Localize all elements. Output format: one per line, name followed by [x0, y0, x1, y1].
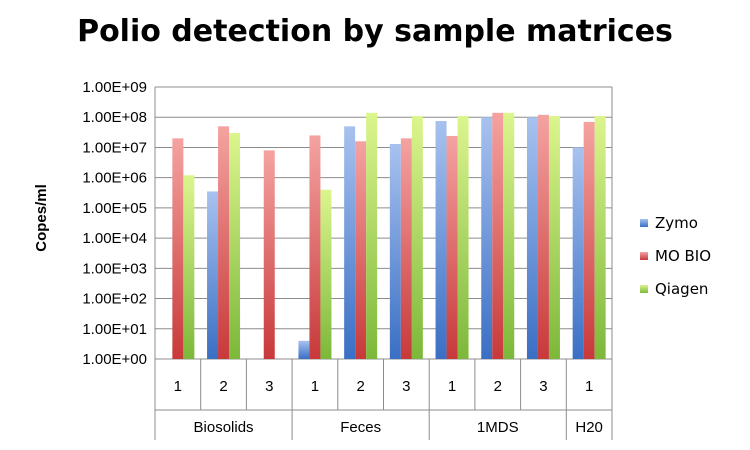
- bar-qiagen: [594, 115, 606, 359]
- legend-label-zymo: Zymo: [655, 213, 698, 232]
- x-group-label: 1MDS: [477, 419, 519, 436]
- bar-qiagen: [411, 115, 423, 359]
- bar-mo-bio: [355, 141, 367, 359]
- bar-qiagen: [320, 189, 332, 359]
- y-tick-label: 1.00E+02: [82, 291, 147, 308]
- bar-mo-bio: [309, 135, 321, 359]
- bar-mo-bio: [218, 126, 230, 360]
- bar-zymo: [389, 144, 401, 359]
- bar-mo-bio: [400, 138, 412, 359]
- bar-zymo: [481, 117, 493, 359]
- y-tick-label: 1.00E+03: [82, 260, 147, 277]
- bar-zymo: [572, 147, 584, 359]
- bar-mo-bio: [492, 112, 504, 359]
- bar-qiagen: [366, 112, 378, 359]
- legend-item-qiagen: Qiagen: [640, 272, 711, 305]
- x-tick-label: 2: [356, 378, 364, 395]
- legend-item-zymo: Zymo: [640, 206, 711, 239]
- bar-zymo: [526, 117, 538, 359]
- bar-mo-bio: [583, 121, 595, 359]
- bar-qiagen: [457, 115, 469, 359]
- x-tick-label: 3: [539, 378, 547, 395]
- y-tick-label: 1.00E+06: [82, 170, 147, 187]
- x-tick-label: 3: [402, 378, 410, 395]
- legend-item-mo-bio: MO BIO: [640, 239, 711, 272]
- y-tick-label: 1.00E+07: [82, 139, 147, 156]
- legend-swatch-qiagen: [640, 284, 648, 293]
- bar-zymo: [298, 340, 310, 359]
- bar-zymo: [344, 126, 356, 360]
- x-tick-label: 3: [265, 378, 273, 395]
- y-tick-label: 1.00E+00: [82, 351, 147, 368]
- legend: Zymo MO BIO Qiagen: [640, 206, 711, 305]
- y-tick-label: 1.00E+01: [82, 321, 147, 338]
- y-tick-label: 1.00E+04: [82, 230, 147, 247]
- chart-title: Polio detection by sample matrices: [77, 14, 673, 49]
- y-tick-label: 1.00E+05: [82, 200, 147, 217]
- bar-qiagen: [183, 175, 195, 359]
- x-tick-label: 1: [585, 378, 593, 395]
- y-tick-label: 1.00E+08: [82, 109, 147, 126]
- x-tick-label: 2: [219, 378, 227, 395]
- x-tick-label: 2: [494, 378, 502, 395]
- legend-swatch-mo-bio: [640, 251, 648, 260]
- bar-mo-bio: [263, 150, 275, 359]
- x-tick-label: 1: [311, 378, 319, 395]
- bar-zymo: [207, 191, 219, 359]
- x-tick-label: 1: [174, 378, 182, 395]
- legend-label-qiagen: Qiagen: [655, 279, 709, 298]
- legend-label-mo-bio: MO BIO: [655, 246, 712, 265]
- bar-qiagen: [548, 115, 560, 359]
- bar-qiagen: [503, 112, 515, 359]
- legend-swatch-zymo: [640, 218, 648, 227]
- x-group-label: H20: [575, 419, 603, 436]
- y-tick-label: 1.00E+09: [82, 79, 147, 96]
- y-axis-label: Copes/ml: [33, 184, 50, 252]
- bar-qiagen: [229, 133, 241, 359]
- x-group-label: Feces: [340, 419, 381, 436]
- bar-mo-bio: [172, 138, 184, 359]
- x-group-label: Biosolids: [194, 419, 254, 436]
- bar-zymo: [435, 120, 447, 360]
- x-tick-label: 1: [448, 378, 456, 395]
- bar-mo-bio: [446, 135, 458, 359]
- bar-mo-bio: [537, 114, 549, 359]
